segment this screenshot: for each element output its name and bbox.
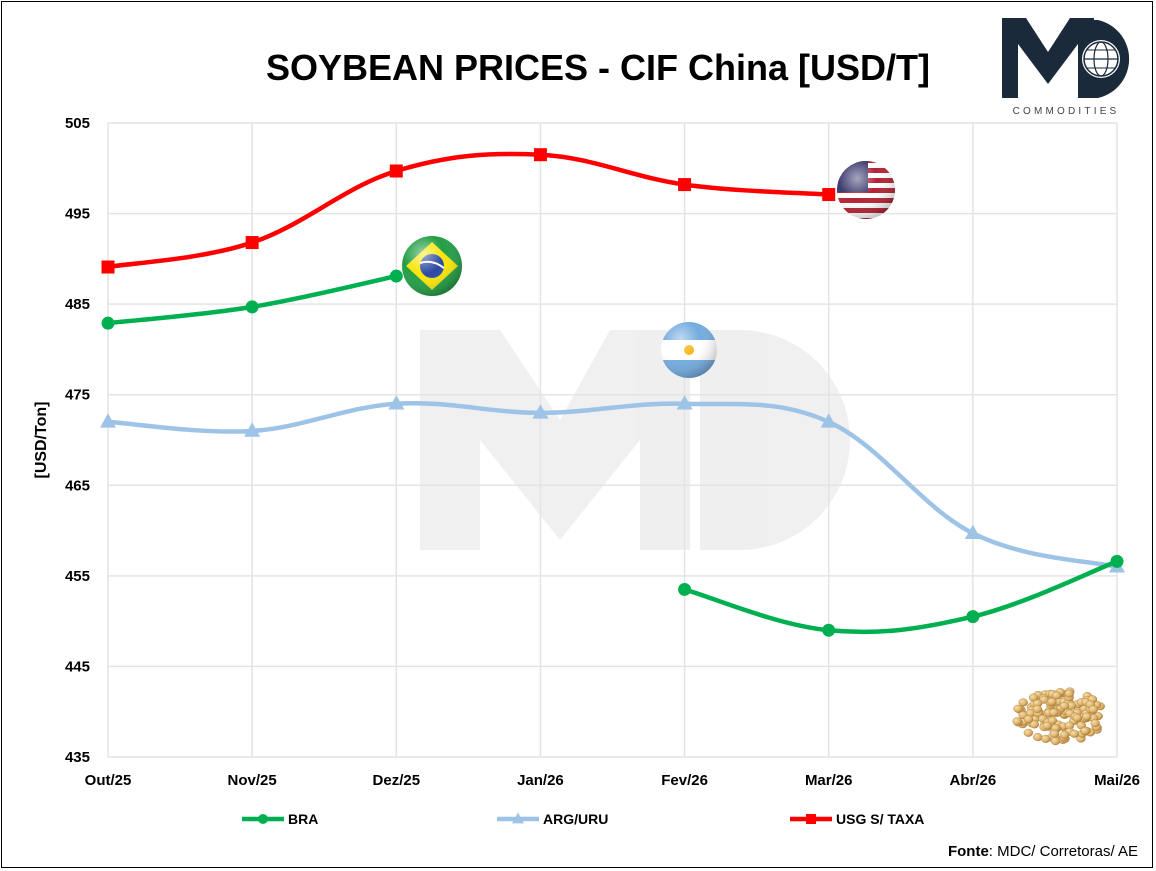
soybean — [1033, 733, 1043, 742]
data-point-usg-s-taxa — [101, 260, 115, 274]
soybean — [1069, 729, 1080, 738]
source-label: Fonte — [948, 843, 989, 860]
series-bra — [101, 269, 1124, 637]
soybean — [1018, 698, 1028, 707]
soybean — [1012, 717, 1022, 726]
y-tick-label: 505 — [65, 115, 90, 132]
data-point-arg-uru — [820, 413, 837, 428]
source-note: Fonte: MDC/ Corretoras/ AE — [948, 843, 1138, 860]
data-point-bra — [1110, 554, 1124, 568]
y-tick-label: 435 — [65, 749, 90, 766]
series-usg-s-taxa — [101, 148, 836, 274]
y-tick-label: 455 — [65, 568, 90, 585]
series-layer — [100, 148, 1125, 637]
data-point-usg-s-taxa — [533, 148, 547, 162]
data-point-bra — [678, 582, 692, 596]
x-tick-label: Mar/26 — [805, 772, 853, 789]
argentina-flag-icon — [661, 322, 717, 378]
legend-marker — [806, 814, 816, 824]
y-tick-label: 475 — [65, 387, 90, 404]
legend-label: BRA — [288, 811, 318, 827]
md-commodities-logo: COMMODITIES — [1002, 18, 1130, 117]
soybean — [1040, 734, 1051, 743]
data-point-bra — [822, 623, 836, 637]
data-point-bra — [966, 610, 980, 624]
x-tick-label: Dez/25 — [373, 772, 421, 789]
y-tick-label: 465 — [65, 477, 90, 494]
x-tick-label: Nov/25 — [228, 772, 277, 789]
soybean — [1047, 716, 1058, 725]
y-tick-label: 485 — [65, 296, 90, 313]
soybean — [1072, 713, 1083, 722]
soybean — [1013, 704, 1023, 713]
soybean — [1023, 715, 1034, 724]
data-point-bra — [389, 269, 403, 283]
globe-icon — [1082, 40, 1120, 78]
soybean — [1051, 691, 1062, 700]
x-tick-label: Out/25 — [85, 772, 132, 789]
series-line-usg-s-taxa — [105, 151, 831, 270]
soybean — [1049, 729, 1060, 738]
soybean — [1047, 697, 1057, 706]
soybean — [1050, 737, 1061, 746]
data-point-arg-uru — [244, 422, 261, 437]
legend: BRA ARG/URU USG S/ TAXA — [242, 811, 924, 827]
data-point-usg-s-taxa — [678, 178, 692, 192]
soybean — [1059, 730, 1070, 739]
soybean — [1028, 693, 1039, 702]
soybean-pile-icon — [1012, 687, 1105, 746]
x-tick-label: Jan/26 — [517, 772, 564, 789]
x-tick-label: Mai/26 — [1094, 772, 1140, 789]
soybean — [1082, 712, 1092, 721]
legend-item-arg-uru: ARG/URU — [497, 811, 608, 827]
chart-title: SOYBEAN PRICES - CIF China [USD/T] — [266, 47, 930, 88]
data-point-bra — [101, 316, 115, 330]
data-point-usg-s-taxa — [389, 164, 403, 178]
data-point-arg-uru — [532, 404, 549, 419]
y-axis-label: [USD/Ton] — [33, 401, 50, 478]
soybean — [1059, 701, 1070, 710]
md-watermark — [420, 330, 850, 550]
legend-item-usg-s-taxa: USG S/ TAXA — [790, 811, 924, 827]
series-line-bra — [682, 559, 1120, 635]
data-point-arg-uru — [100, 413, 116, 428]
data-point-arg-uru — [676, 395, 693, 410]
soybean — [1042, 721, 1052, 730]
soybean — [1090, 719, 1100, 728]
y-tick-label: 495 — [65, 206, 90, 223]
logo-subtitle: COMMODITIES — [1013, 106, 1120, 117]
soybean — [1049, 708, 1059, 717]
y-tick-labels: 435 445 455 465 475 485 495 505 — [65, 115, 90, 766]
soybean — [1032, 705, 1043, 714]
legend-label: ARG/URU — [543, 811, 608, 827]
legend-marker — [258, 814, 268, 824]
data-point-arg-uru — [388, 395, 405, 410]
x-tick-label: Fev/26 — [661, 772, 708, 789]
brazil-flag-icon — [402, 236, 462, 296]
data-point-arg-uru — [964, 524, 981, 540]
soybean — [1080, 726, 1090, 735]
source-text: : MDC/ Corretoras/ AE — [989, 843, 1138, 860]
x-tick-labels: Out/25 Nov/25 Dez/25 Jan/26 Fev/26 Mar/26 Abr/… — [85, 772, 1140, 789]
usa-flag-icon — [837, 161, 895, 219]
gridlines — [107, 122, 1118, 758]
data-point-usg-s-taxa — [822, 188, 836, 202]
soybean — [1029, 720, 1040, 729]
series-line-arg-uru — [105, 401, 1120, 570]
soybean — [1088, 705, 1099, 714]
logo-m-shape — [1002, 18, 1094, 98]
y-tick-label: 445 — [65, 658, 90, 675]
legend-marker — [512, 812, 524, 824]
legend-item-bra: BRA — [242, 811, 318, 827]
legend-label: USG S/ TAXA — [836, 811, 924, 827]
soybean — [1064, 689, 1074, 698]
series-arg-uru — [100, 395, 1125, 573]
data-point-bra — [245, 300, 259, 314]
x-tick-label: Abr/26 — [950, 772, 997, 789]
data-point-usg-s-taxa — [245, 236, 259, 250]
soybean — [1023, 728, 1034, 737]
